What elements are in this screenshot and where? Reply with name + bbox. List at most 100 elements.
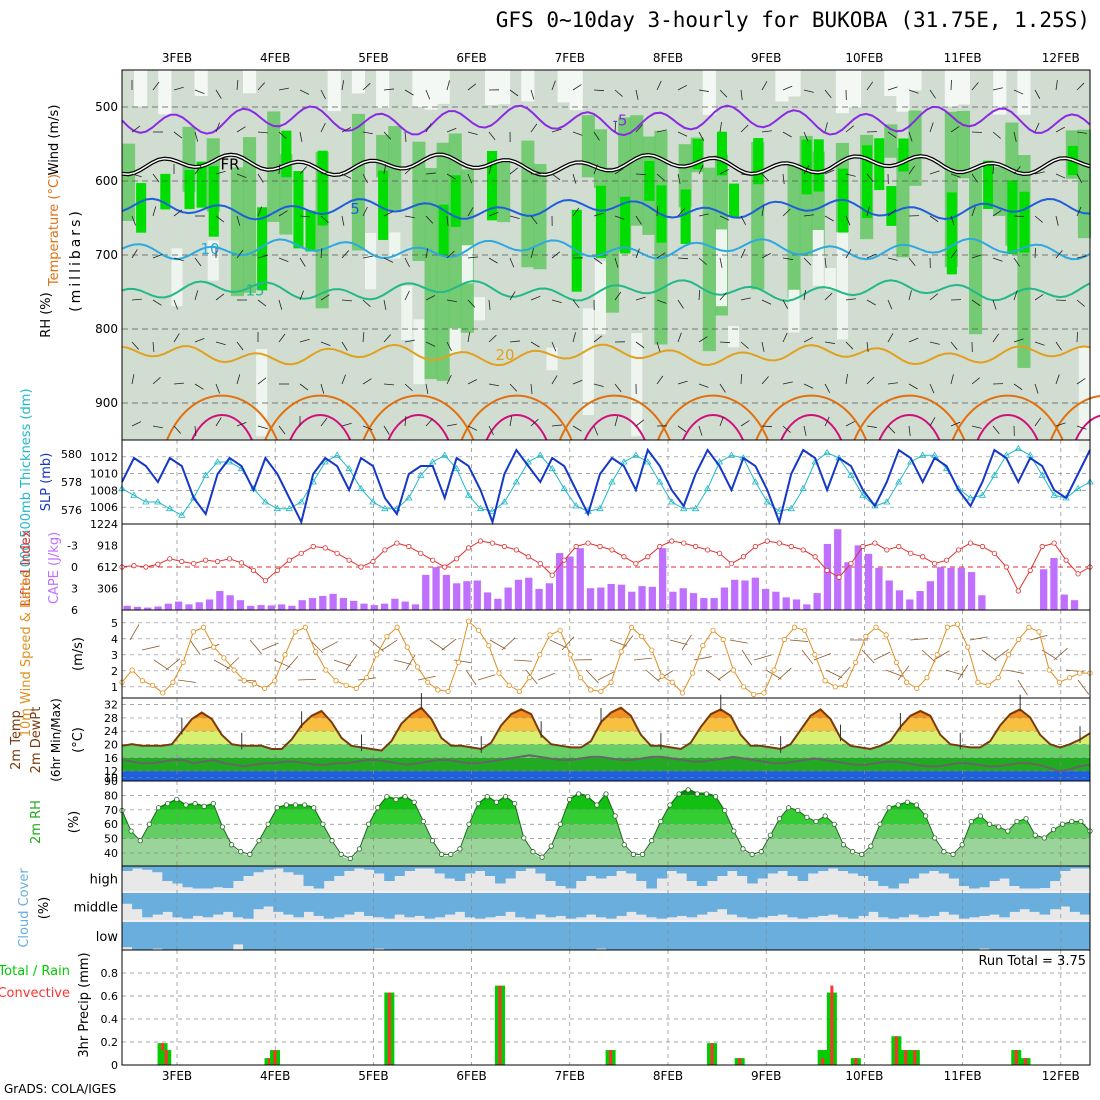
precip-convective-bar: [387, 992, 391, 1065]
lifted-index-point: [621, 554, 627, 560]
cloud-cell-middle: [152, 893, 163, 915]
wind-barb: [656, 205, 659, 217]
wind-barb: [887, 382, 898, 385]
rh-point: [521, 835, 527, 841]
surface-wind-barb: [633, 657, 652, 661]
wind-barb: [173, 382, 184, 385]
cloud-cell-low: [525, 922, 536, 950]
wind-barb: [530, 383, 533, 394]
precip-convective-bar: [738, 1058, 742, 1065]
rh-shade-70: [230, 167, 244, 297]
wind-barb: [530, 295, 541, 301]
cape-bar: [772, 591, 780, 610]
rh-shade-90: [305, 210, 316, 252]
date-label-top: 6FEB: [456, 51, 486, 65]
cloud-cell-high: [837, 866, 849, 871]
isotherm-line: [121, 197, 1091, 221]
wind-speed-point: [832, 684, 838, 690]
lifted-index-point: [203, 557, 209, 563]
date-label-top: 9FEB: [751, 51, 781, 65]
cloud-cell-high: [384, 866, 395, 881]
wind-speed-point: [302, 624, 309, 630]
cloud-cell-high: [182, 866, 194, 888]
wind-barb: [131, 249, 138, 259]
lifted-index-point: [681, 540, 687, 546]
wind-speed-point: [944, 624, 950, 630]
cape-bar: [257, 605, 265, 610]
pressure-tick-label: 900: [95, 396, 118, 410]
rh-point: [302, 802, 308, 808]
tick-label: 28: [104, 712, 118, 725]
wind-speed-point: [445, 688, 451, 695]
thickness-point: [417, 471, 425, 478]
wind-barb: [866, 341, 869, 352]
wind-barb: [887, 209, 897, 217]
rh-point: [831, 821, 837, 827]
wind-barb: [1034, 89, 1041, 99]
cloud-cell-high: [616, 866, 627, 871]
wind-barb: [929, 341, 940, 345]
wind-speed-point: [231, 667, 237, 673]
cape-bar: [628, 591, 636, 610]
cloud-cell-middle: [918, 893, 930, 918]
date-label-top: 10FEB: [845, 51, 883, 65]
cape-bar: [813, 593, 821, 610]
wind-barb: [803, 336, 814, 343]
lifted-index-point: [418, 550, 424, 556]
slp-axis-label: SLP (mb): [39, 453, 54, 512]
thickness-point: [691, 504, 700, 512]
cloud-cell-low: [1009, 922, 1020, 950]
cape-bar: [803, 604, 811, 610]
rh-point: [128, 828, 134, 834]
cloud-cell-middle: [1049, 893, 1061, 910]
wind-speed-point: [1067, 675, 1073, 681]
wind-barb: [593, 335, 603, 343]
cloud-cell-low: [928, 922, 940, 950]
cloud-cell-high: [515, 866, 526, 871]
wind-barb: [425, 172, 436, 175]
rh-point: [247, 851, 253, 857]
cloud-cell-middle: [757, 893, 768, 918]
surface-wind-barb: [717, 668, 733, 681]
lifted-index-point: [943, 557, 950, 563]
wind-barb: [971, 82, 979, 91]
rh-point: [265, 821, 271, 827]
wind-barb: [404, 215, 415, 219]
rh-shade-90: [438, 204, 449, 257]
date-label-bottom: 10FEB: [845, 1069, 883, 1083]
cloud-cell-middle: [616, 893, 627, 916]
cloud-cell-high: [908, 866, 920, 879]
surface-wind-barb: [765, 669, 782, 680]
isotherm-hot: [1074, 414, 1100, 441]
slp-frame: [121, 439, 1091, 525]
cape-bar: [525, 577, 533, 610]
cloud-cell-high: [303, 866, 315, 886]
thickness-point: [703, 484, 712, 492]
thickness-point: [787, 504, 795, 512]
cloud-cell-high: [1019, 866, 1030, 889]
cloud-cell-middle: [333, 893, 345, 918]
rh-point: [146, 821, 152, 827]
wind-speed-point: [414, 664, 421, 670]
lifted-index-point: [322, 545, 328, 551]
wind-barb: [194, 89, 205, 94]
isotherm-hot: [289, 414, 352, 441]
wind-speed-point: [761, 690, 767, 696]
rh-point: [1023, 816, 1029, 822]
cloud-cell-middle: [585, 893, 597, 915]
cloud-cell-middle: [777, 893, 788, 915]
cloud-cell-high: [464, 866, 476, 874]
wind-barb: [992, 87, 1003, 91]
cloud-cell-middle: [253, 893, 264, 910]
rh-point: [886, 805, 892, 811]
surface-wind-barb: [897, 665, 910, 681]
thickness-point: [560, 484, 568, 492]
rh-shade-90: [946, 192, 957, 275]
cape-bar: [174, 601, 183, 610]
thickness-point: [847, 471, 855, 478]
wind-barb: [761, 299, 772, 305]
rh-shade-70: [1017, 155, 1031, 368]
cape-bar: [473, 580, 481, 610]
wind-speed-point: [995, 675, 1001, 681]
precip-convective-bar: [164, 1050, 168, 1065]
